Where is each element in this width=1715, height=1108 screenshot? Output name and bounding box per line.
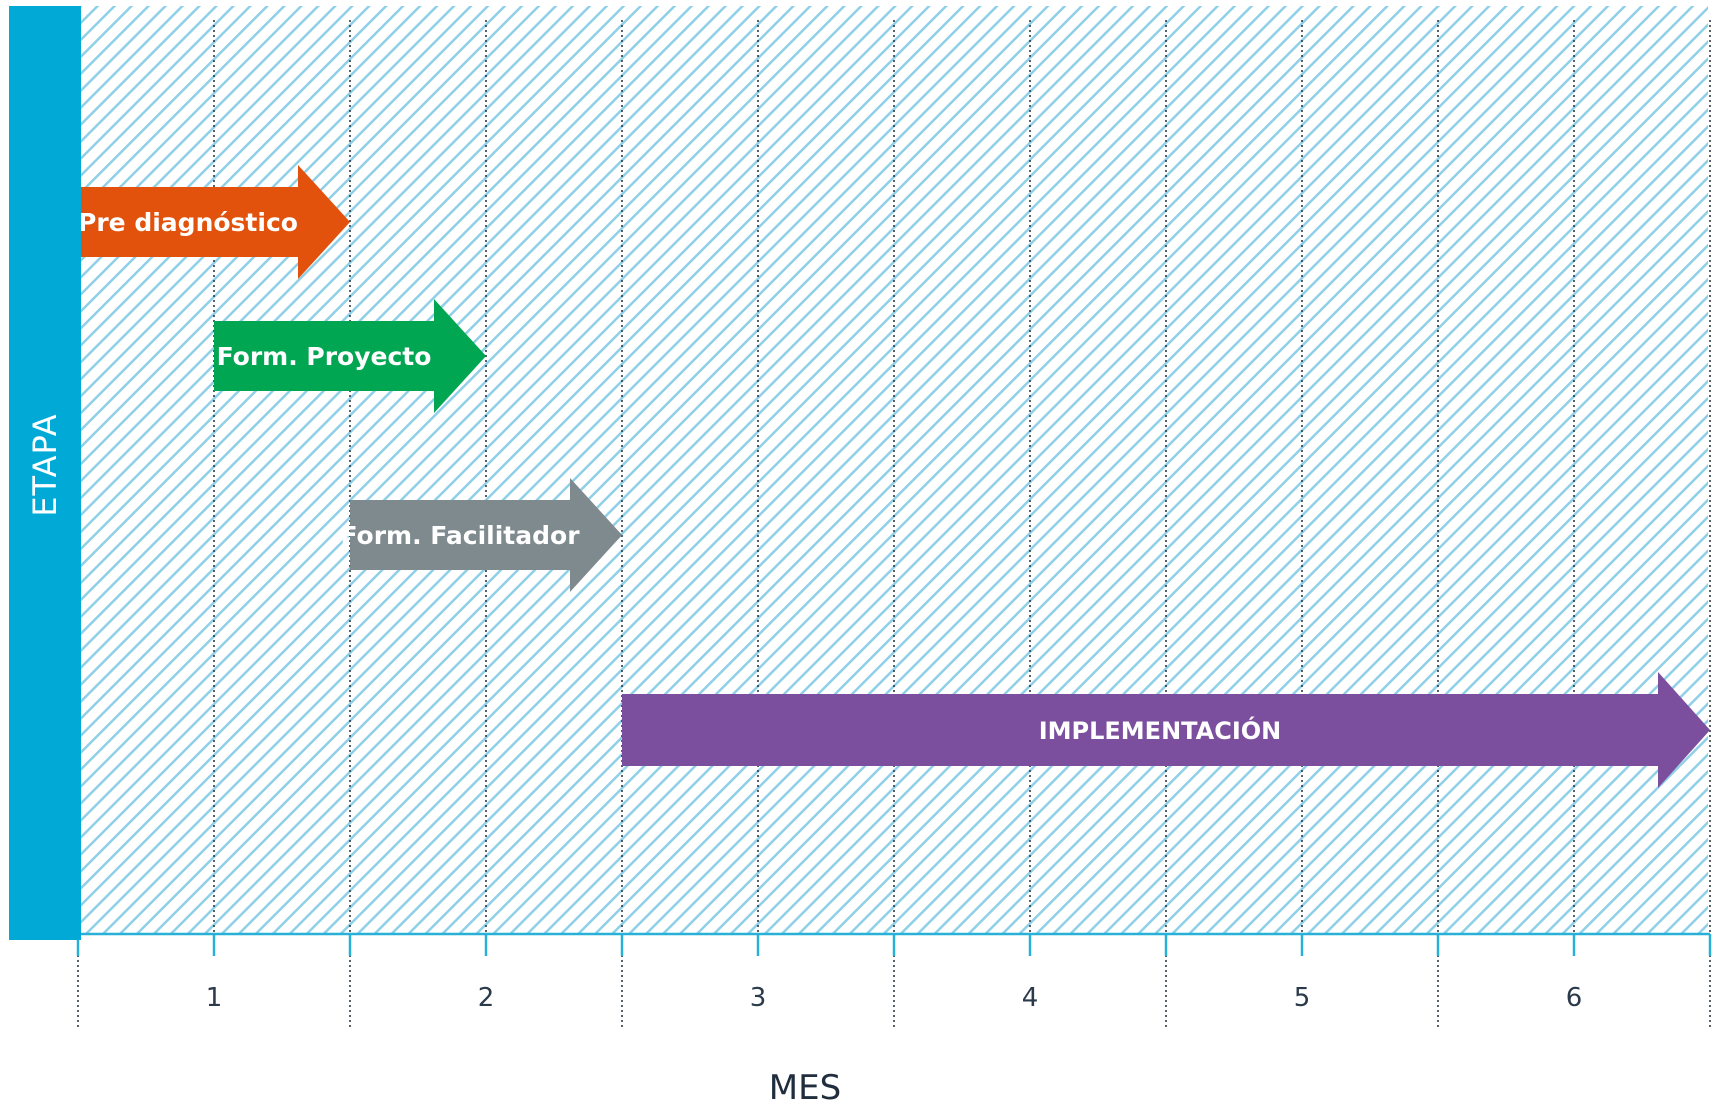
- x-tick-label: 5: [1294, 983, 1311, 1013]
- grid-lines: [77, 20, 1711, 1030]
- x-tick-labels: 1 2 3 4 5 6: [206, 983, 1583, 1013]
- stage-arrow-label: Pre diagnóstico: [78, 208, 298, 237]
- x-tick-label: 6: [1566, 983, 1583, 1013]
- x-axis-title: MES: [768, 1068, 842, 1108]
- stage-arrow: [622, 672, 1710, 788]
- plot-background: [78, 6, 1708, 934]
- stage-arrow: [350, 478, 622, 592]
- stage-arrows: Pre diagnóstico Form. Proyecto Form. Facil…: [78, 165, 1710, 788]
- y-axis-title: ETAPA: [26, 413, 64, 517]
- x-tick-label: 3: [750, 983, 767, 1013]
- x-tick-label: 1: [206, 983, 223, 1013]
- stage-arrow-label: Form. Proyecto: [217, 342, 432, 371]
- stage-arrow: [214, 299, 486, 413]
- stage-arrow-label: IMPLEMENTACIÓN: [1039, 715, 1282, 745]
- y-axis-band: [9, 6, 81, 940]
- stage-arrow-label: Form. Facilitador: [340, 521, 580, 550]
- stage-arrow: [78, 165, 350, 279]
- x-tick-label: 4: [1022, 983, 1039, 1013]
- x-tick-label: 2: [478, 983, 495, 1013]
